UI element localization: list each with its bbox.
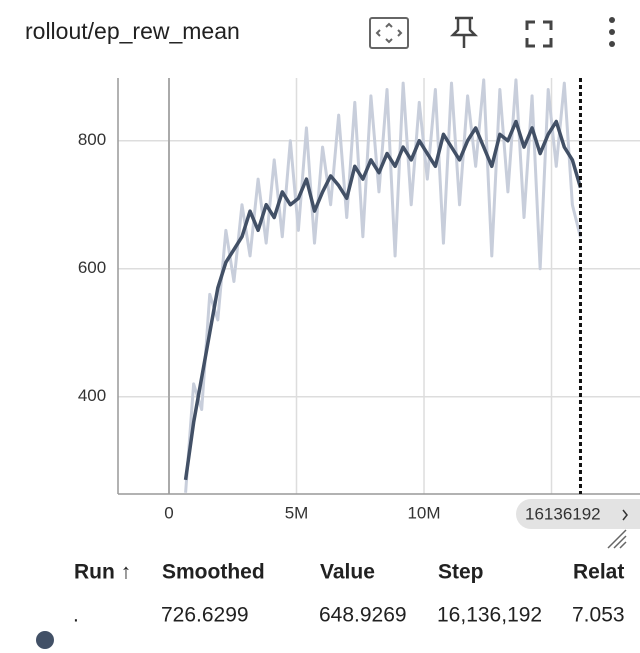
x-tick-label: 5M (285, 503, 309, 522)
chart-title: rollout/ep_rew_mean (25, 18, 240, 44)
column-header: Relat (573, 561, 624, 584)
chevron (622, 509, 628, 521)
cell: 726.6299 (161, 604, 249, 627)
column-header: Step (438, 561, 484, 584)
cursor-label-bg (516, 499, 640, 529)
y-tick-label: 800 (78, 130, 106, 149)
y-tick-label: 400 (78, 386, 106, 405)
smoothed-line (183, 119, 583, 481)
resize-icon[interactable] (607, 529, 627, 549)
column-header: Smoothed (162, 561, 265, 584)
pin-icon[interactable] (449, 16, 479, 48)
cell: 16,136,192 (437, 604, 542, 627)
raw-line (184, 78, 582, 493)
y-tick-label: 600 (78, 258, 106, 277)
fit-icon[interactable] (369, 17, 409, 49)
column-header: Run ↑ (74, 561, 131, 584)
table: Run ↑ Smoothed Value Step Relat. 726.6299 648.… (73, 561, 625, 627)
menu-icon[interactable] (609, 17, 615, 47)
plot (183, 78, 583, 493)
cursor-label: 16136192 (525, 504, 601, 523)
fullscreen-icon[interactable] (525, 20, 553, 48)
cell: 7.053 (572, 604, 625, 627)
x-tick-label: 0 (164, 503, 173, 522)
x-tick-label: 10M (407, 503, 440, 522)
column-header: Value (320, 561, 375, 584)
ticks: 400 600 800 0 5M 10M (78, 130, 441, 522)
cell: . (73, 604, 79, 627)
cursor: 16136192 (516, 78, 640, 529)
cell: 648.9269 (319, 604, 407, 627)
run-color (36, 631, 54, 649)
